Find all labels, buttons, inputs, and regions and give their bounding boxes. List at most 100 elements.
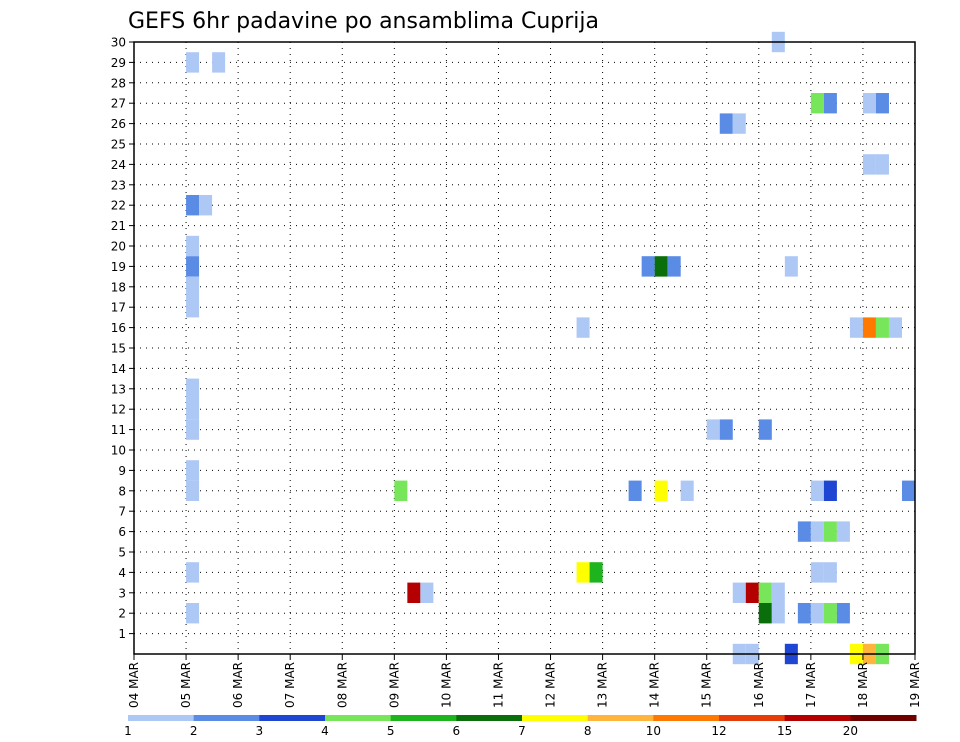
precip-cell bbox=[667, 256, 681, 277]
precip-cell bbox=[797, 603, 811, 624]
y-tick-label: 6 bbox=[118, 525, 126, 539]
colorbar-label: 20 bbox=[843, 724, 858, 738]
colorbar-swatch bbox=[719, 715, 786, 721]
data-cells bbox=[186, 31, 915, 665]
colorbar-label: 8 bbox=[584, 724, 592, 738]
y-tick-label: 19 bbox=[111, 260, 126, 274]
y-tick-label: 12 bbox=[111, 403, 126, 417]
colorbar-label: 12 bbox=[711, 724, 726, 738]
y-tick-label: 5 bbox=[118, 546, 126, 560]
precip-cell bbox=[186, 480, 200, 501]
colorbar-label: 2 bbox=[190, 724, 198, 738]
precip-cell bbox=[186, 603, 200, 624]
precip-cell bbox=[862, 154, 876, 175]
y-tick-label: 26 bbox=[111, 117, 126, 131]
precip-cell bbox=[719, 113, 733, 134]
y-tick-label: 22 bbox=[111, 199, 126, 213]
precip-cell bbox=[628, 480, 642, 501]
colorbar-legend: 1 2 3 4 5 6 7 8 10 12 15 20 bbox=[124, 715, 917, 738]
y-tick-label: 1 bbox=[118, 627, 126, 641]
precip-cell bbox=[810, 480, 824, 501]
x-tick-label: 12 MAR bbox=[544, 662, 558, 708]
precip-cell bbox=[888, 317, 902, 338]
colorbar-swatch bbox=[456, 715, 523, 721]
precip-cell bbox=[758, 603, 772, 624]
precip-cell bbox=[758, 582, 772, 603]
y-tick-label: 14 bbox=[111, 362, 126, 376]
colorbar-swatch bbox=[522, 715, 589, 721]
gridlines bbox=[134, 41, 915, 654]
y-tick-label: 3 bbox=[118, 586, 126, 600]
precip-cell bbox=[576, 317, 590, 338]
y-tick-label: 27 bbox=[111, 97, 126, 111]
colorbar-label: 4 bbox=[321, 724, 329, 738]
colorbar-swatch bbox=[587, 715, 654, 721]
x-tick-label: 18 MAR bbox=[856, 662, 870, 708]
precip-cell bbox=[212, 52, 226, 73]
precip-cell bbox=[823, 603, 837, 624]
x-tick-label: 04 MAR bbox=[127, 662, 141, 708]
precip-cell bbox=[836, 521, 850, 542]
colorbar-label: 7 bbox=[518, 724, 526, 738]
precip-cell bbox=[654, 256, 668, 277]
precip-cell bbox=[420, 582, 434, 603]
precip-cell bbox=[732, 113, 746, 134]
y-tick-label: 30 bbox=[111, 36, 126, 50]
colorbar-label: 10 bbox=[646, 724, 661, 738]
y-axis: 1234567891011121314151617181920212223242… bbox=[111, 36, 134, 641]
precip-cell bbox=[186, 562, 200, 583]
precip-cell bbox=[823, 562, 837, 583]
precip-cell bbox=[810, 603, 824, 624]
y-tick-label: 4 bbox=[118, 566, 126, 580]
precip-cell bbox=[823, 521, 837, 542]
precip-cell bbox=[186, 52, 200, 73]
y-tick-label: 28 bbox=[111, 76, 126, 90]
x-tick-label: 14 MAR bbox=[648, 662, 662, 708]
precip-cell bbox=[186, 195, 200, 216]
precip-cell bbox=[719, 419, 733, 440]
precip-cell bbox=[654, 480, 668, 501]
precip-cell bbox=[680, 480, 694, 501]
colorbar-swatch bbox=[259, 715, 326, 721]
x-tick-label: 15 MAR bbox=[700, 662, 714, 708]
precip-cell bbox=[875, 317, 889, 338]
precip-cell bbox=[784, 256, 798, 277]
precip-cell bbox=[199, 195, 213, 216]
precip-cell bbox=[810, 521, 824, 542]
precip-cell bbox=[186, 419, 200, 440]
y-tick-label: 10 bbox=[111, 444, 126, 458]
colorbar-swatch bbox=[784, 715, 851, 721]
y-tick-label: 13 bbox=[111, 382, 126, 396]
colorbar-label: 15 bbox=[777, 724, 792, 738]
y-tick-label: 21 bbox=[111, 219, 126, 233]
precip-cell bbox=[407, 582, 421, 603]
y-tick-label: 29 bbox=[111, 56, 126, 70]
precip-cell bbox=[186, 276, 200, 297]
precip-cell bbox=[745, 582, 759, 603]
precip-cell bbox=[823, 480, 837, 501]
chart-title: GEFS 6hr padavine po ansamblima Cuprija bbox=[128, 9, 599, 34]
x-axis: 04 MAR 05 MAR 06 MAR 07 MAR 08 MAR 09 MAR 10 M… bbox=[127, 654, 922, 708]
y-tick-label: 9 bbox=[118, 464, 126, 478]
colorbar-label: 5 bbox=[387, 724, 395, 738]
y-tick-label: 11 bbox=[111, 423, 126, 437]
precip-cell bbox=[576, 562, 590, 583]
y-tick-label: 24 bbox=[111, 158, 126, 172]
colorbar-swatch bbox=[193, 715, 260, 721]
precip-cell bbox=[186, 297, 200, 318]
precip-cell bbox=[641, 256, 655, 277]
colorbar-swatch bbox=[653, 715, 720, 721]
x-tick-label: 16 MAR bbox=[752, 662, 766, 708]
x-tick-label: 10 MAR bbox=[439, 662, 453, 708]
precip-cell bbox=[186, 460, 200, 481]
y-tick-label: 8 bbox=[118, 484, 126, 498]
precip-cell bbox=[732, 582, 746, 603]
precip-cell bbox=[901, 480, 915, 501]
precip-cell bbox=[849, 317, 863, 338]
x-tick-label: 11 MAR bbox=[491, 662, 505, 708]
x-tick-label: 05 MAR bbox=[179, 662, 193, 708]
colorbar-swatch bbox=[390, 715, 457, 721]
precip-cell bbox=[186, 399, 200, 420]
precip-cell bbox=[836, 603, 850, 624]
